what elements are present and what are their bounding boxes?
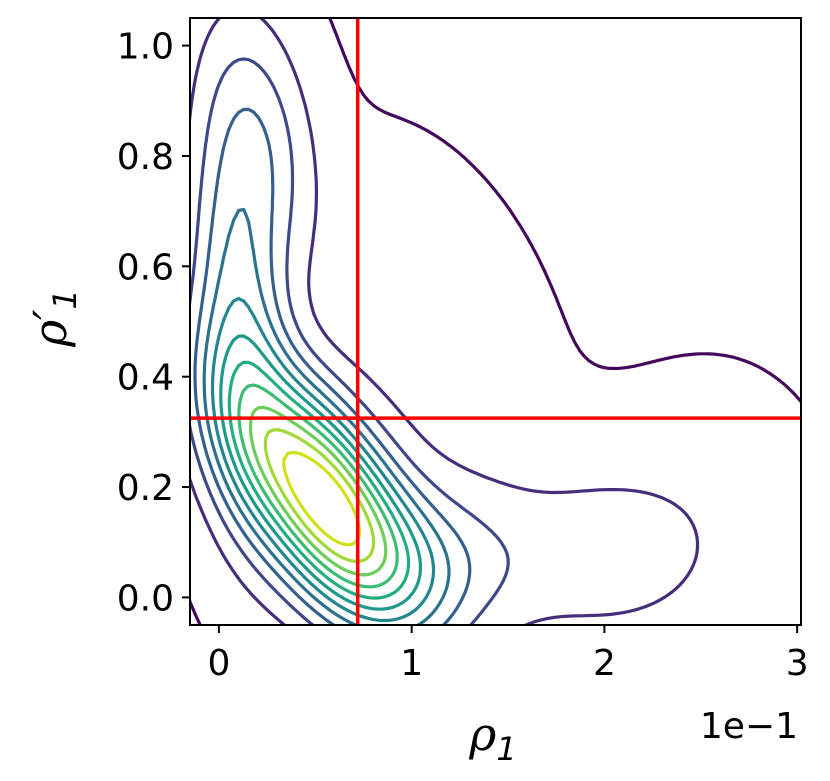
x-tick-label: 0 bbox=[207, 643, 230, 684]
y-axis-label-symbol: ρ′ bbox=[23, 309, 77, 348]
contour-level-2 bbox=[190, 18, 700, 625]
x-offset-label: 1e−1 bbox=[700, 706, 798, 747]
y-tick-label: 1.0 bbox=[117, 27, 174, 68]
reference-lines bbox=[190, 18, 801, 625]
y-tick-label: 0.0 bbox=[117, 578, 174, 619]
contour-level-11 bbox=[263, 428, 376, 563]
y-axis-label: ρ′1 bbox=[23, 289, 84, 348]
contour-level-1 bbox=[190, 18, 801, 625]
y-tick-label: 0.6 bbox=[117, 247, 174, 288]
x-axis-label-symbol: ρ bbox=[468, 707, 496, 761]
contour-lines bbox=[190, 18, 801, 625]
contour-level-3 bbox=[190, 57, 510, 625]
x-tick-label: 2 bbox=[593, 643, 616, 684]
x-tick-label: 1 bbox=[400, 643, 423, 684]
y-tick-label: 0.4 bbox=[117, 358, 174, 399]
plot-frame bbox=[189, 17, 802, 626]
x-tick-label: 3 bbox=[786, 643, 809, 684]
y-tick-label: 0.8 bbox=[117, 137, 174, 178]
x-axis-ticks: 0 1 2 3 bbox=[207, 625, 809, 684]
contour-level-4 bbox=[193, 107, 472, 625]
x-axis-label: ρ1 bbox=[468, 707, 516, 768]
x-axis-label-subscript: 1 bbox=[496, 730, 516, 768]
contour-level-9 bbox=[237, 383, 399, 589]
y-axis-ticks: 0.0 0.2 0.4 0.6 0.8 1.0 bbox=[117, 27, 190, 619]
contour-level-8 bbox=[227, 360, 411, 600]
contour-level-12 bbox=[282, 450, 362, 547]
y-tick-label: 0.2 bbox=[117, 468, 174, 509]
y-axis-label-subscript: 1 bbox=[46, 289, 84, 309]
contour-level-7 bbox=[219, 334, 422, 611]
